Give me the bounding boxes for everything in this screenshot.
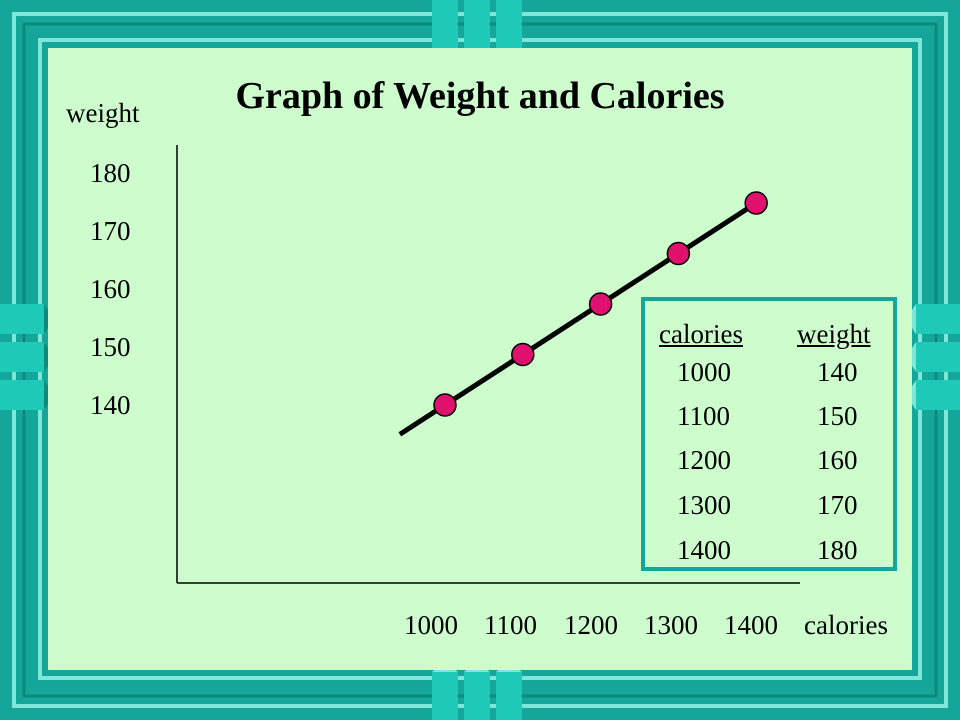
- slide-panel: [48, 48, 912, 670]
- x-tick-label: 1300: [644, 610, 698, 640]
- table-cell: 180: [817, 535, 858, 565]
- y-tick-label: 180: [90, 158, 131, 188]
- table-cell: 1100: [677, 401, 730, 431]
- bottom-tab-decoration: [432, 662, 522, 720]
- y-tick-label: 170: [90, 216, 131, 246]
- left-tab-decoration: [0, 304, 54, 410]
- table-header-calories: calories: [659, 319, 743, 349]
- data-point: [433, 393, 457, 417]
- table-cell: 1200: [677, 445, 731, 475]
- y-tick-label: 160: [90, 274, 131, 304]
- data-point: [511, 342, 535, 367]
- y-tick-label: 140: [90, 390, 131, 420]
- table-cell: 140: [817, 357, 858, 387]
- table-cell: 150: [817, 401, 858, 431]
- chart-title: Graph of Weight and Calories: [235, 75, 725, 117]
- y-axis-label: weight: [66, 98, 140, 128]
- x-axis-label: calories: [804, 610, 888, 640]
- x-tick-label: 1100: [484, 610, 537, 640]
- table-cell: 1300: [677, 490, 731, 520]
- x-tick-label: 1400: [724, 610, 778, 640]
- table-header-weight: weight: [797, 319, 871, 349]
- x-tick-label: 1000: [404, 610, 458, 640]
- table-cell: 1400: [677, 535, 731, 565]
- data-point: [666, 241, 691, 266]
- data-point: [744, 191, 768, 215]
- table-cell: 170: [817, 490, 858, 520]
- data-table: calories weight 1000 140 1100 150 1200 1…: [641, 297, 897, 571]
- x-tick-label: 1200: [564, 610, 618, 640]
- data-point: [588, 292, 613, 316]
- y-tick-label: 150: [90, 332, 131, 362]
- table-cell: 1000: [677, 357, 731, 387]
- right-tab-decoration: [906, 304, 960, 410]
- table-cell: 160: [817, 445, 858, 475]
